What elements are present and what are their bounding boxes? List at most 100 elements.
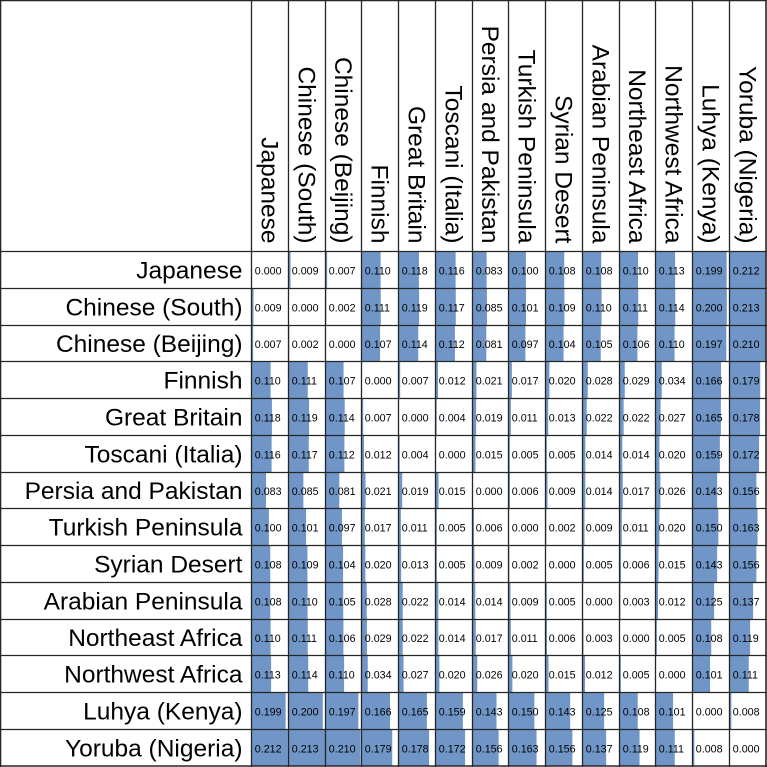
svg-text:0.000: 0.000 (255, 265, 282, 277)
svg-text:0.021: 0.021 (365, 486, 392, 498)
svg-text:0.108: 0.108 (255, 596, 282, 608)
svg-text:0.114: 0.114 (659, 302, 685, 314)
svg-text:Luhya (Kenya): Luhya (Kenya) (83, 699, 242, 726)
svg-text:0.159: 0.159 (439, 706, 466, 718)
svg-text:0.020: 0.020 (659, 449, 686, 461)
svg-text:0.111: 0.111 (733, 669, 758, 681)
svg-text:Turkish Peninsula: Turkish Peninsula (512, 50, 539, 244)
svg-text:0.111: 0.111 (623, 302, 648, 314)
svg-text:0.027: 0.027 (402, 669, 429, 681)
svg-text:0.026: 0.026 (659, 486, 686, 498)
svg-text:0.011: 0.011 (402, 522, 428, 534)
svg-text:0.163: 0.163 (733, 522, 760, 534)
svg-text:0.083: 0.083 (476, 265, 503, 277)
svg-text:0.097: 0.097 (512, 339, 539, 351)
svg-text:Northwest Africa: Northwest Africa (659, 65, 686, 244)
svg-text:0.156: 0.156 (733, 486, 760, 498)
svg-text:0.000: 0.000 (292, 302, 319, 314)
svg-text:0.213: 0.213 (733, 302, 760, 314)
svg-text:0.100: 0.100 (255, 522, 282, 534)
svg-text:Luhya (Kenya): Luhya (Kenya) (696, 84, 723, 243)
svg-text:0.005: 0.005 (659, 633, 686, 645)
svg-text:0.003: 0.003 (623, 596, 650, 608)
svg-text:0.212: 0.212 (733, 265, 760, 277)
svg-text:0.007: 0.007 (402, 375, 429, 387)
svg-text:0.117: 0.117 (439, 302, 465, 314)
svg-text:0.097: 0.097 (329, 522, 356, 534)
svg-text:0.014: 0.014 (586, 486, 613, 498)
svg-text:0.105: 0.105 (586, 339, 613, 351)
svg-text:0.108: 0.108 (696, 633, 723, 645)
svg-text:0.125: 0.125 (586, 706, 613, 718)
svg-text:Persia and Pakistan: Persia and Pakistan (25, 478, 243, 505)
svg-text:0.006: 0.006 (476, 522, 503, 534)
svg-text:0.003: 0.003 (586, 633, 613, 645)
svg-text:0.197: 0.197 (696, 339, 723, 351)
svg-text:0.143: 0.143 (696, 559, 723, 571)
svg-text:Finnish: Finnish (164, 368, 243, 395)
svg-text:0.011: 0.011 (623, 522, 649, 534)
svg-text:0.111: 0.111 (292, 633, 317, 645)
svg-text:0.101: 0.101 (659, 706, 686, 718)
svg-text:0.112: 0.112 (329, 449, 355, 461)
svg-text:0.015: 0.015 (476, 449, 503, 461)
svg-text:0.000: 0.000 (623, 633, 650, 645)
svg-text:0.022: 0.022 (402, 633, 429, 645)
svg-text:0.210: 0.210 (733, 339, 760, 351)
svg-text:Syrian Desert: Syrian Desert (549, 95, 576, 244)
svg-text:Persia and Pakistan: Persia and Pakistan (476, 26, 503, 244)
svg-text:0.110: 0.110 (365, 265, 391, 277)
svg-text:0.199: 0.199 (255, 706, 282, 718)
svg-text:0.013: 0.013 (549, 412, 576, 424)
svg-text:Turkish Peninsula: Turkish Peninsula (49, 515, 243, 542)
svg-text:0.081: 0.081 (476, 339, 503, 351)
svg-text:0.012: 0.012 (439, 375, 466, 387)
svg-text:Great Britain: Great Britain (105, 405, 243, 432)
svg-text:0.017: 0.017 (512, 375, 539, 387)
svg-text:0.034: 0.034 (365, 669, 392, 681)
svg-text:0.022: 0.022 (623, 412, 650, 424)
svg-text:Chinese (South): Chinese (South) (65, 295, 242, 322)
svg-text:0.199: 0.199 (696, 265, 723, 277)
svg-text:0.117: 0.117 (292, 449, 318, 461)
svg-text:0.125: 0.125 (696, 596, 723, 608)
svg-text:0.022: 0.022 (586, 412, 613, 424)
svg-text:0.014: 0.014 (476, 596, 503, 608)
svg-text:0.110: 0.110 (292, 596, 318, 608)
svg-text:0.156: 0.156 (549, 743, 576, 755)
svg-text:Northeast Africa: Northeast Africa (68, 625, 243, 652)
svg-text:0.028: 0.028 (586, 375, 613, 387)
svg-text:0.005: 0.005 (439, 559, 466, 571)
svg-text:0.107: 0.107 (329, 375, 356, 387)
svg-text:0.002: 0.002 (292, 339, 319, 351)
svg-text:0.150: 0.150 (512, 706, 539, 718)
svg-text:0.004: 0.004 (402, 449, 429, 461)
svg-text:0.085: 0.085 (292, 486, 319, 498)
svg-text:0.000: 0.000 (329, 339, 356, 351)
svg-text:0.119: 0.119 (292, 412, 318, 424)
svg-text:0.143: 0.143 (696, 486, 723, 498)
svg-text:0.005: 0.005 (439, 522, 466, 534)
svg-text:0.015: 0.015 (549, 669, 576, 681)
svg-text:0.009: 0.009 (512, 596, 539, 608)
svg-text:0.108: 0.108 (623, 706, 650, 718)
svg-text:0.015: 0.015 (659, 559, 686, 571)
svg-text:0.020: 0.020 (439, 669, 466, 681)
svg-text:0.085: 0.085 (476, 302, 503, 314)
svg-text:0.110: 0.110 (623, 265, 649, 277)
svg-text:0.006: 0.006 (623, 559, 650, 571)
svg-text:0.000: 0.000 (586, 596, 613, 608)
svg-text:0.009: 0.009 (549, 486, 576, 498)
svg-text:0.166: 0.166 (365, 706, 392, 718)
svg-text:0.200: 0.200 (292, 706, 319, 718)
svg-text:0.109: 0.109 (549, 302, 576, 314)
svg-text:0.022: 0.022 (402, 596, 429, 608)
svg-text:0.008: 0.008 (696, 743, 723, 755)
svg-text:0.119: 0.119 (623, 743, 649, 755)
svg-text:0.011: 0.011 (512, 412, 538, 424)
svg-text:0.007: 0.007 (329, 265, 356, 277)
svg-text:0.108: 0.108 (549, 265, 576, 277)
svg-text:Toscani (Italia): Toscani (Italia) (85, 442, 243, 469)
svg-text:0.006: 0.006 (549, 633, 576, 645)
svg-text:0.008: 0.008 (733, 706, 760, 718)
